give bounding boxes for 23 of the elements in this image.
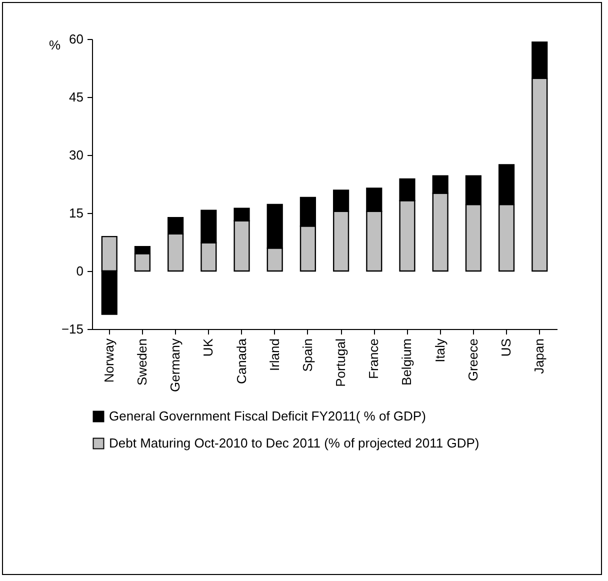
y-tick-label: 0	[76, 264, 84, 278]
x-tick-label: Norway	[101, 338, 116, 383]
legend-label: Debt Maturing Oct-2010 to Dec 2011 (% of projected 2011 GDP)	[109, 436, 480, 450]
x-tick-label: Irland	[266, 338, 282, 372]
x-tick-label: US	[498, 338, 514, 357]
x-tick-label: France	[366, 338, 382, 379]
x-tick-label: Portugal	[333, 338, 348, 387]
x-tick-label: Greece	[465, 338, 480, 382]
y-tick-label: −15	[61, 322, 84, 336]
x-tick-label: Italy	[432, 338, 448, 362]
x-tick-label: Germany	[168, 338, 183, 392]
x-tick-label: Canada	[234, 338, 249, 384]
x-tick-label: Sweden	[134, 338, 150, 386]
y-tick-label: 60	[69, 32, 84, 46]
y-tick-label: 30	[69, 148, 84, 162]
x-tick-label: Belgium	[399, 338, 414, 386]
y-tick-label: 15	[69, 206, 84, 220]
y-axis-title: %	[48, 38, 61, 52]
x-tick-label: UK	[200, 338, 216, 357]
x-tick-label: Spain	[300, 338, 315, 372]
y-tick-label: 45	[69, 90, 84, 104]
x-tick-label: Japan	[532, 338, 547, 374]
legend-label: General Government Fiscal Deficit FY2011( % of GDP)	[109, 408, 426, 424]
